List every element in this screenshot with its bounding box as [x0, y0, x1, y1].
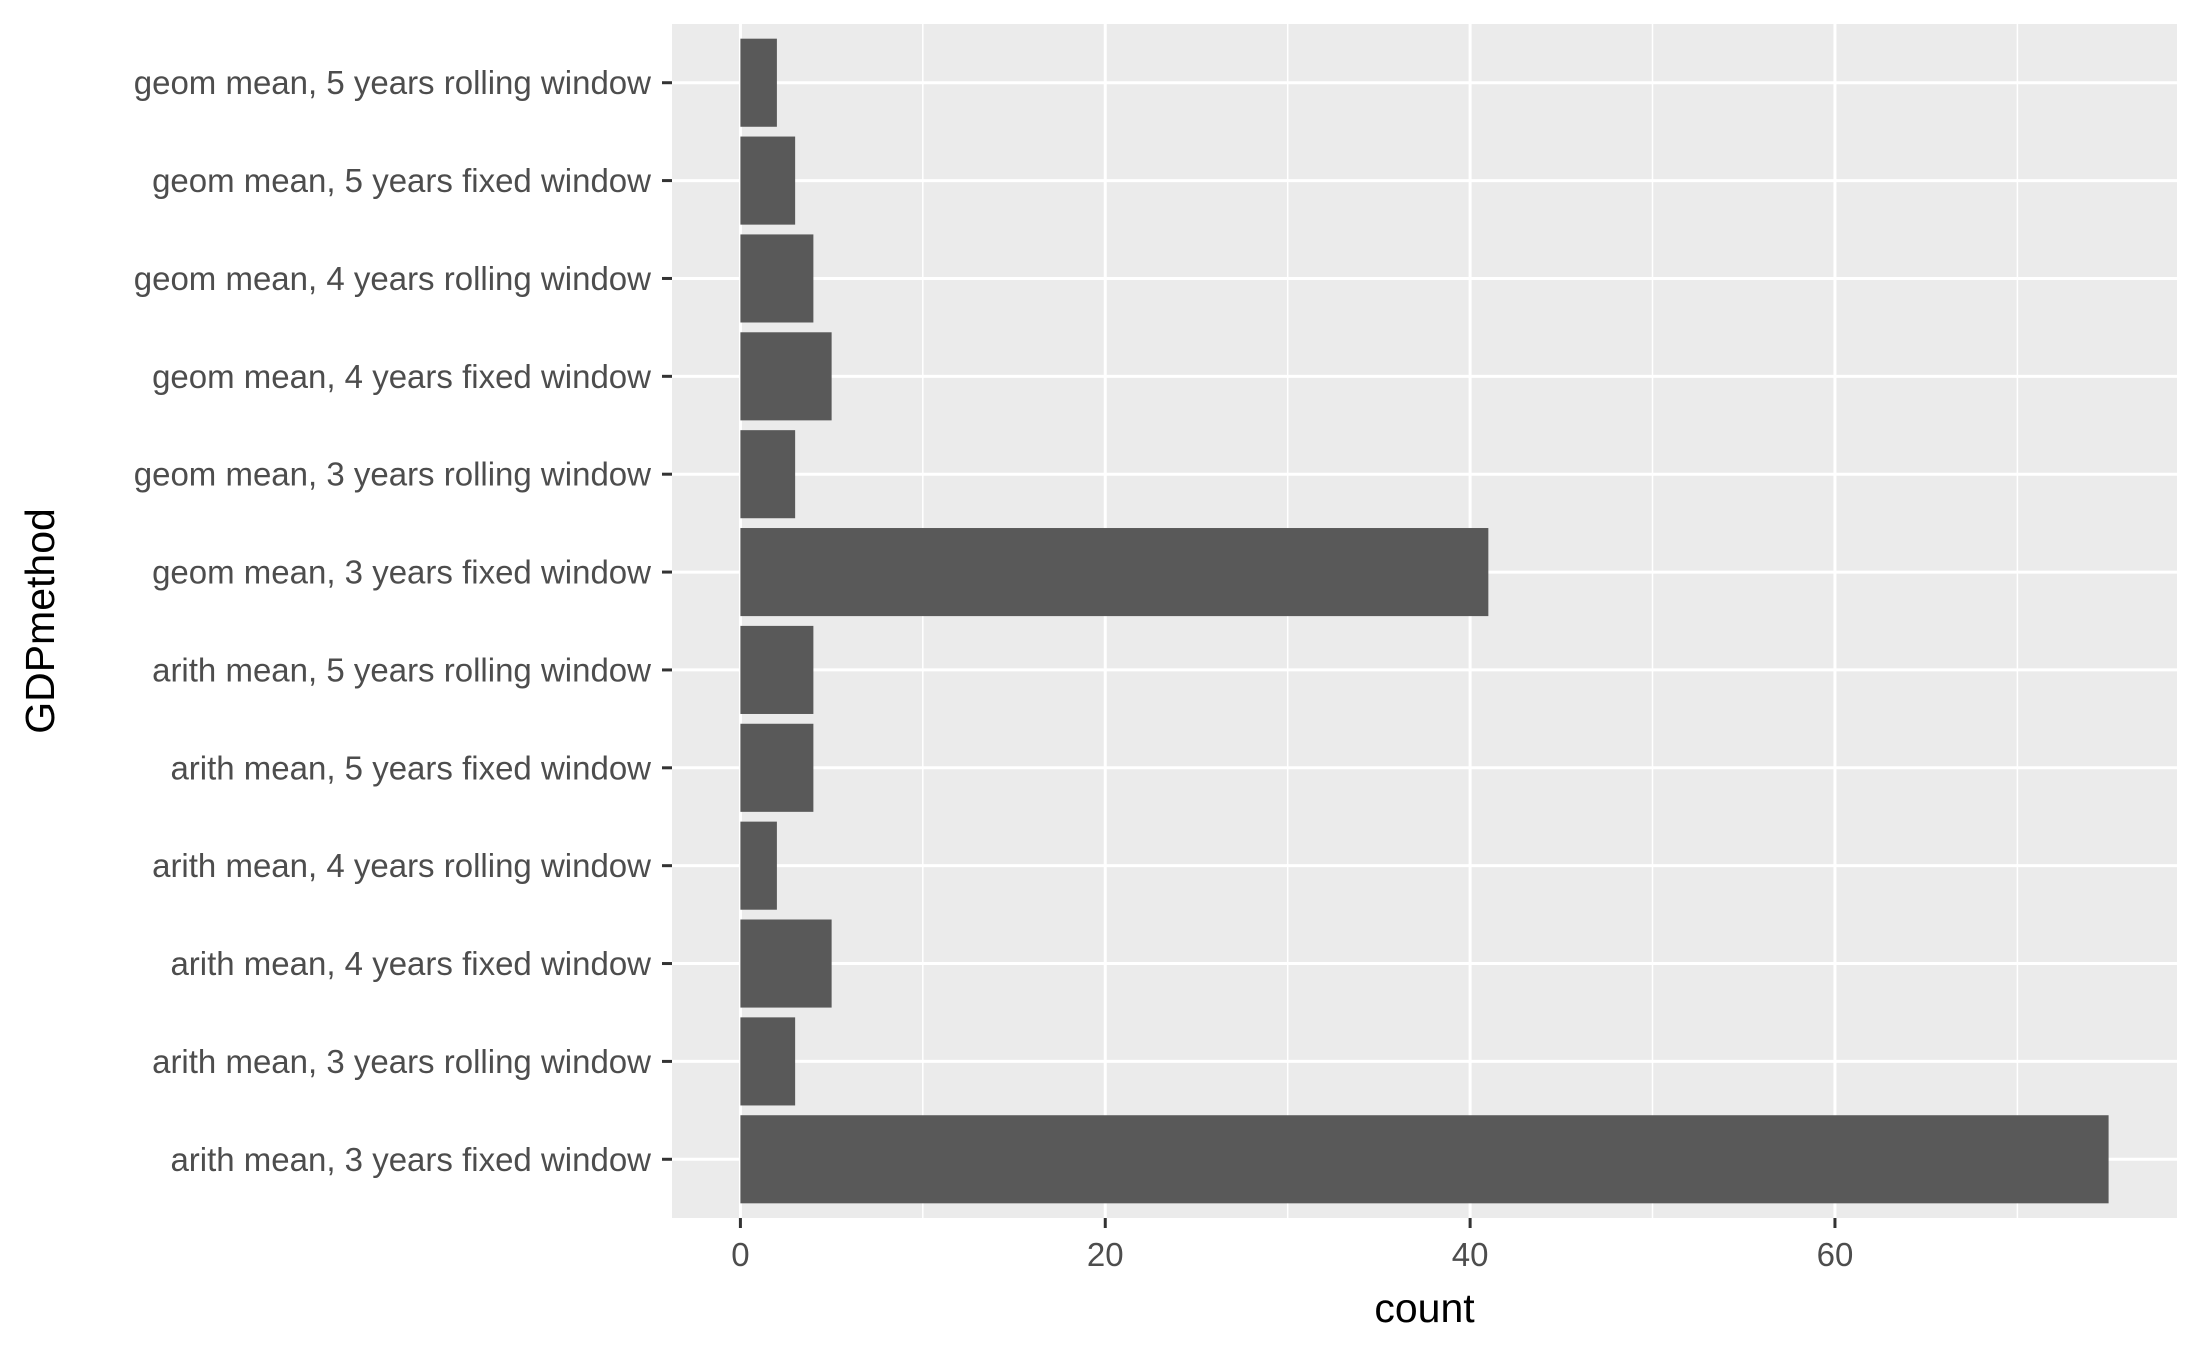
y-tick-label: geom mean, 5 years rolling window	[134, 64, 651, 101]
y-tick-label: arith mean, 5 years rolling window	[152, 651, 651, 688]
bar	[740, 723, 814, 812]
y-tick-label: geom mean, 3 years fixed window	[152, 554, 651, 591]
y-tick-label: geom mean, 4 years rolling window	[134, 260, 651, 297]
x-tick-label: 60	[1817, 1236, 1854, 1273]
x-axis-title: count	[1374, 1285, 1475, 1331]
x-tick-label: 40	[1452, 1236, 1489, 1273]
y-tick-label: geom mean, 4 years fixed window	[152, 358, 651, 395]
bar	[740, 136, 796, 225]
y-tick-label: geom mean, 5 years fixed window	[152, 162, 651, 199]
plot-panel	[672, 24, 2177, 1218]
minor-gridlines	[922, 24, 2019, 1218]
major-gridlines	[672, 24, 2177, 1218]
bars	[740, 38, 2109, 1204]
bar	[740, 821, 777, 910]
bar	[740, 332, 832, 421]
bar	[740, 1017, 796, 1106]
bar	[740, 528, 1489, 617]
bar	[740, 1115, 2109, 1204]
bar	[740, 430, 796, 519]
x-tick-label: 0	[731, 1236, 749, 1273]
y-tick-label: arith mean, 4 years fixed window	[170, 945, 651, 982]
x-axis: 0 20 40 60	[731, 1218, 1853, 1273]
bar	[740, 919, 832, 1008]
x-tick-label: 20	[1087, 1236, 1124, 1273]
y-tick-label: arith mean, 3 years fixed window	[170, 1141, 651, 1178]
y-tick-label: arith mean, 4 years rolling window	[152, 847, 651, 884]
bar	[740, 38, 777, 127]
bar	[740, 625, 814, 714]
bar	[740, 234, 814, 323]
y-tick-label: geom mean, 3 years rolling window	[134, 456, 651, 493]
y-tick-label: arith mean, 5 years fixed window	[170, 749, 651, 786]
y-tick-label: arith mean, 3 years rolling window	[152, 1043, 651, 1080]
y-axis: arith mean, 3 years fixed window arith me…	[134, 64, 672, 1178]
y-axis-title: GDPmethod	[17, 508, 63, 734]
